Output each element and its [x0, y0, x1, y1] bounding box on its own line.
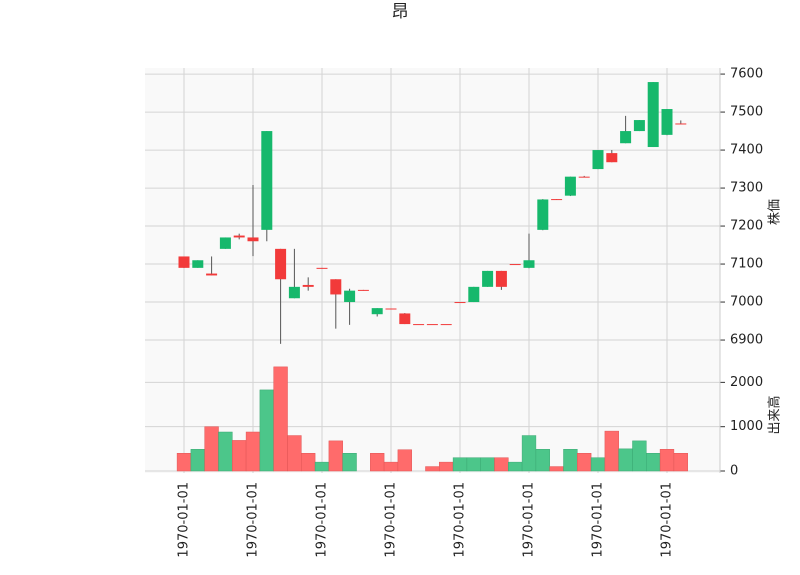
x-tick-label: 1970-01-01 — [591, 482, 606, 558]
x-tick-label: 1970-01-01 — [522, 482, 537, 558]
candle-body — [675, 123, 687, 125]
volume-bar — [176, 453, 192, 472]
volume-bar — [549, 466, 564, 472]
y-tick-label: 7400 — [730, 143, 763, 158]
volume-bar — [342, 453, 357, 472]
volume-bar — [494, 457, 509, 472]
y-tick-label: 2000 — [730, 375, 763, 390]
candle-body — [206, 273, 218, 276]
y-tick-label: 7200 — [730, 219, 763, 234]
chart-title: 昂 — [392, 2, 409, 22]
candle-body — [440, 324, 452, 326]
volume-bar — [563, 449, 578, 472]
candle-body — [509, 264, 521, 266]
y-tick-label: 7600 — [730, 67, 763, 82]
volume-bar — [218, 431, 233, 472]
x-tick-label: 1970-01-01 — [660, 482, 675, 558]
candle-body — [578, 176, 590, 178]
candle-body — [357, 289, 369, 291]
candle-body — [592, 150, 604, 170]
volume-bar — [204, 426, 219, 472]
volume-bar — [508, 461, 523, 472]
x-tick-label: 1970-01-01 — [384, 482, 399, 558]
candle-body — [551, 199, 563, 201]
candle-body — [288, 286, 300, 299]
volume-bar — [480, 457, 495, 472]
volume-bar — [301, 453, 316, 472]
volume-bar — [618, 448, 633, 472]
volume-bar — [383, 461, 399, 472]
candle-body — [233, 235, 245, 238]
volume-bar — [328, 440, 343, 472]
candle-body — [537, 199, 549, 230]
volume-bar — [535, 449, 550, 472]
candle-body — [661, 109, 673, 135]
candle-body — [468, 286, 480, 303]
volume-bar — [287, 435, 302, 472]
candle-body — [482, 270, 494, 287]
volume-axis-label: 出来高 — [767, 395, 783, 434]
candle-body — [633, 120, 645, 132]
candle-body — [192, 260, 204, 268]
y-tick-label: 7000 — [730, 295, 763, 310]
candle-body — [219, 237, 231, 249]
candle-body — [413, 324, 425, 326]
volume-bar — [232, 440, 247, 472]
volume-bar — [259, 389, 274, 472]
candle-body — [261, 131, 273, 230]
candle-body — [647, 82, 659, 148]
candle-body — [523, 260, 535, 268]
price-panel — [145, 68, 720, 356]
candle-body — [399, 313, 411, 325]
y-tick-label: 1000 — [730, 419, 763, 434]
volume-bar — [425, 466, 440, 472]
volume-bar — [659, 449, 675, 472]
x-tick-label: 1970-01-01 — [315, 482, 330, 558]
candle-body — [371, 308, 383, 315]
candle-body — [316, 267, 328, 269]
volume-bar — [397, 449, 412, 472]
candle-body — [606, 153, 618, 163]
y-tick-label: 7500 — [730, 105, 763, 120]
volume-bar — [673, 453, 688, 472]
x-tick-label: 1970-01-01 — [177, 482, 192, 558]
candle-body — [564, 176, 576, 196]
volume-bar — [604, 430, 619, 472]
candle-body — [620, 131, 632, 144]
volume-bar — [646, 453, 661, 472]
x-tick-label: 1970-01-01 — [453, 482, 468, 558]
volume-bar — [314, 461, 330, 472]
price-axis-label: 株価 — [768, 199, 783, 225]
volume-bar — [370, 453, 385, 472]
candle-body — [385, 308, 397, 310]
candle-body — [330, 279, 342, 295]
candle-body — [344, 290, 356, 303]
volume-bar — [452, 457, 468, 472]
y-tick-label: 7100 — [730, 257, 763, 272]
volume-bar — [521, 435, 537, 472]
volume-bar — [632, 440, 647, 472]
candle-body — [247, 237, 259, 242]
volume-bar — [245, 431, 261, 472]
y-tick-label: 7300 — [730, 181, 763, 196]
candle-body — [178, 256, 190, 268]
y-tick-label: 0 — [730, 464, 738, 479]
volume-bar — [466, 457, 481, 472]
candle-body — [426, 324, 438, 326]
volume-bar — [439, 461, 454, 472]
candle-body — [275, 248, 287, 280]
candle-body — [302, 284, 314, 287]
volume-bar — [590, 457, 606, 472]
volume-bar — [577, 453, 592, 472]
x-tick-label: 1970-01-01 — [246, 482, 261, 558]
volume-bar — [273, 366, 288, 472]
candle-body — [495, 270, 507, 287]
candle-body — [454, 302, 466, 304]
volume-bar — [190, 449, 205, 472]
y-tick-label: 6900 — [730, 333, 763, 348]
